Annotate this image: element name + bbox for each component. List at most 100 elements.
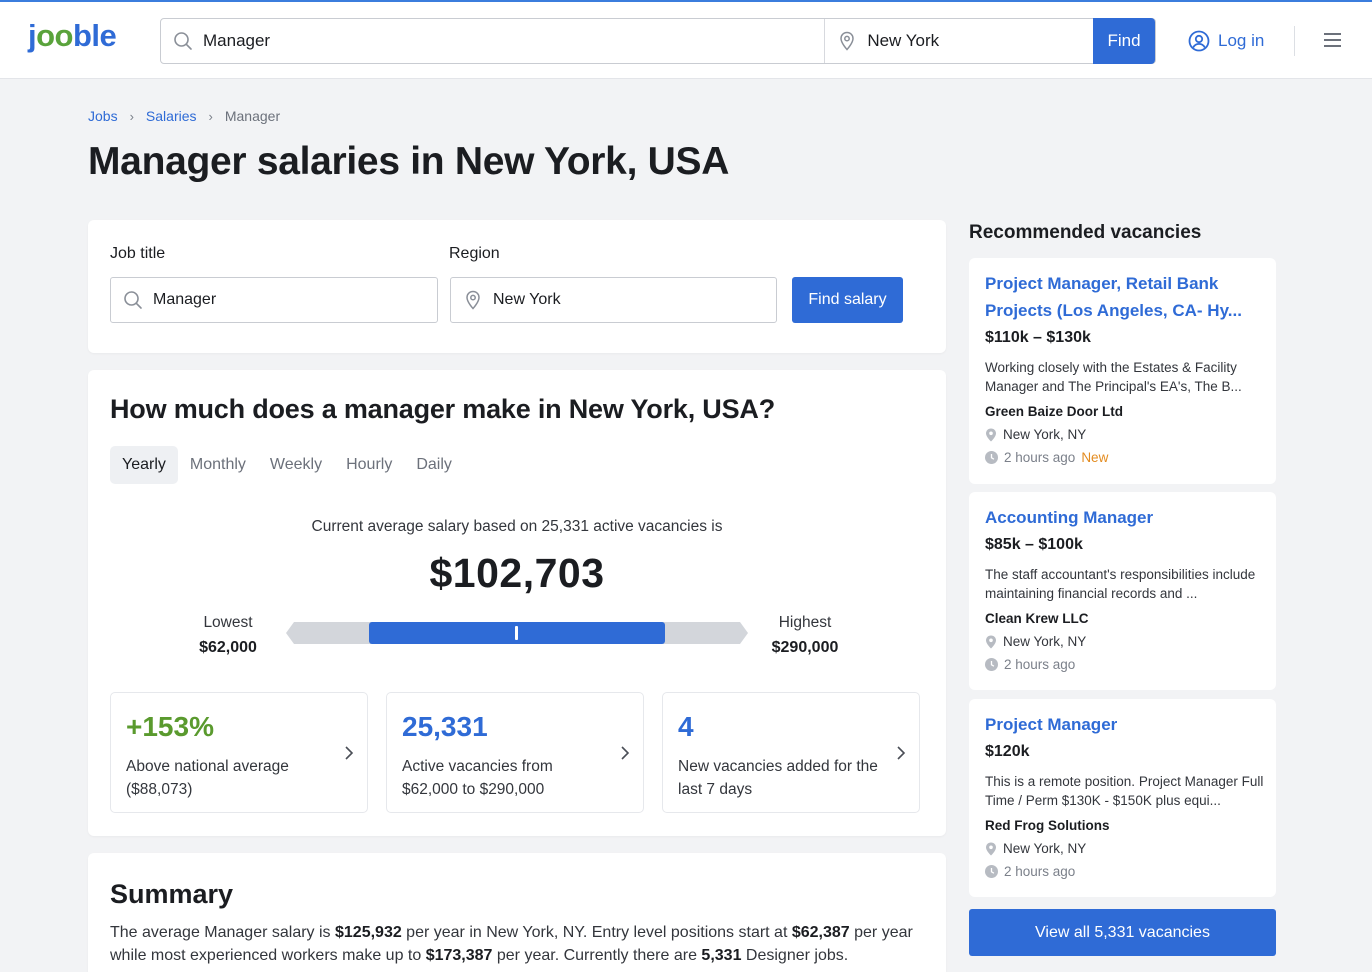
job-title-input[interactable]: Manager <box>110 277 438 323</box>
header-find-button[interactable]: Find <box>1093 18 1155 64</box>
header-search-bar: Manager New York Find <box>160 18 1156 64</box>
vacancy-time: 2 hours ago <box>985 864 1075 879</box>
summary-job-count: 5,331 <box>701 947 742 964</box>
chevron-right-icon <box>621 746 630 760</box>
vacancy-salary: $110k – $130k <box>985 329 1091 346</box>
average-marker <box>515 626 518 640</box>
vacancy-card[interactable]: Accounting Manager $85k – $100k The staf… <box>969 492 1276 690</box>
vacancy-company: Red Frog Solutions <box>985 818 1110 833</box>
location-pin-icon <box>986 842 996 855</box>
location-pin-icon <box>986 635 996 648</box>
vacancy-salary: $120k <box>985 743 1030 760</box>
salary-range-bar <box>286 622 748 644</box>
breadcrumb: Jobs › Salaries › Manager <box>88 108 280 124</box>
vacancy-company: Clean Krew LLC <box>985 611 1089 626</box>
vacancy-desc: Working closely with the Estates & Facil… <box>985 360 1242 394</box>
search-icon <box>124 291 142 309</box>
salary-search-card: Job title Region Manager New York Find s… <box>88 220 946 353</box>
vacancy-title[interactable]: Project Manager <box>985 715 1118 734</box>
vacancy-company: Green Baize Door Ltd <box>985 404 1124 419</box>
stat-active-vacancies[interactable]: 25,331 Active vacancies from $62,000 to … <box>386 692 644 813</box>
find-salary-button[interactable]: Find salary <box>792 277 903 323</box>
job-title-value: Manager <box>153 291 217 308</box>
vacancy-location-text: New York, NY <box>1003 634 1087 649</box>
salary-heading: How much does a manager make in New York… <box>110 394 775 424</box>
breadcrumb-salaries[interactable]: Salaries <box>145 108 197 124</box>
stat-desc: Above national average ($88,073) <box>126 758 289 798</box>
summary-entry-salary: $62,387 <box>791 924 850 941</box>
stat-new-vacancies[interactable]: 4 New vacancies added for the last 7 day… <box>662 692 920 813</box>
page-title: Manager salaries in New York, USA <box>88 140 730 183</box>
header-search-input[interactable]: Manager <box>161 19 826 63</box>
new-badge: New <box>1081 450 1109 465</box>
chevron-right-icon <box>897 746 906 760</box>
summary-part: per year. Currently there are <box>492 947 702 964</box>
hamburger-menu-icon[interactable] <box>1324 32 1342 48</box>
vacancy-location: New York, NY <box>985 841 1086 856</box>
top-header: jooble Manager New York Find Log in <box>0 0 1372 78</box>
vacancy-time: 2 hours ago <box>985 657 1075 672</box>
vacancy-location-text: New York, NY <box>1003 427 1087 442</box>
vacancy-title[interactable]: Accounting Manager <box>985 508 1154 527</box>
vacancy-desc: This is a remote position. Project Manag… <box>985 774 1264 808</box>
vacancy-time: 2 hours ago New <box>985 450 1108 465</box>
header-location-input[interactable]: New York <box>825 19 1093 63</box>
stat-value: +153% <box>126 711 214 742</box>
tab-weekly[interactable]: Weekly <box>269 456 323 473</box>
summary-text: The average Manager salary is $125,932 p… <box>110 921 930 967</box>
job-title-label: Job title <box>110 245 166 262</box>
search-icon <box>174 32 192 50</box>
breadcrumb-jobs[interactable]: Jobs <box>88 108 118 124</box>
breadcrumb-current: Manager <box>224 108 281 124</box>
location-pin-icon <box>840 31 855 51</box>
tab-yearly[interactable]: Yearly <box>110 446 178 484</box>
vacancy-time-text: 2 hours ago <box>1004 657 1076 672</box>
recommended-title: Recommended vacancies <box>969 222 1202 243</box>
summary-part: per year in New York, NY. Entry level po… <box>401 924 792 941</box>
vacancy-card[interactable]: Project Manager, Retail Bank Projects (L… <box>969 258 1276 484</box>
highest-label: Highest <box>778 614 832 631</box>
vacancy-title[interactable]: Project Manager, Retail Bank Projects (L… <box>985 274 1242 320</box>
vacancy-card[interactable]: Project Manager $120k This is a remote p… <box>969 699 1276 897</box>
vacancy-time-text: 2 hours ago <box>1004 450 1076 465</box>
logo-accent: oo <box>36 18 73 53</box>
region-label: Region <box>449 245 500 262</box>
lowest-label: Lowest <box>203 614 253 631</box>
highest-value: $290,000 <box>771 639 839 656</box>
stat-desc: New vacancies added for the last 7 days <box>678 758 878 798</box>
region-input[interactable]: New York <box>450 277 777 323</box>
view-all-vacancies-button[interactable]: View all 5,331 vacancies <box>969 909 1276 956</box>
summary-card: Summary The average Manager salary is $1… <box>88 853 946 972</box>
average-salary: $102,703 <box>429 550 605 596</box>
vacancy-salary: $85k – $100k <box>985 536 1083 553</box>
location-pin-icon <box>986 428 996 441</box>
tab-hourly[interactable]: Hourly <box>346 456 393 473</box>
header-divider <box>1294 26 1295 56</box>
tab-monthly[interactable]: Monthly <box>189 456 246 473</box>
stat-desc: Active vacancies from $62,000 to $290,00… <box>402 758 553 798</box>
chevron-right-icon: › <box>208 108 213 124</box>
stat-national-average[interactable]: +153% Above national average ($88,073) <box>110 692 368 813</box>
vacancy-time-text: 2 hours ago <box>1004 864 1076 879</box>
period-tabs: Yearly Monthly Weekly Hourly Daily <box>110 446 464 484</box>
summary-part: per year while most experienced workers … <box>110 924 913 964</box>
summary-heading: Summary <box>110 879 234 909</box>
stat-value: 4 <box>678 711 694 742</box>
tab-daily[interactable]: Daily <box>416 456 452 473</box>
stat-value: 25,331 <box>402 711 488 742</box>
clock-icon <box>985 865 998 878</box>
summary-part: The average Manager salary is <box>110 924 335 941</box>
location-pin-icon <box>466 290 480 310</box>
summary-avg-salary: $125,932 <box>335 924 402 941</box>
clock-icon <box>985 658 998 671</box>
login-link[interactable]: Log in <box>1188 30 1264 52</box>
jooble-logo[interactable]: jooble <box>28 18 117 54</box>
vacancy-location-text: New York, NY <box>1003 841 1087 856</box>
vacancy-desc: The staff accountant's responsibilities … <box>985 567 1256 601</box>
summary-part: Designer jobs. <box>741 947 849 964</box>
login-label: Log in <box>1218 31 1265 50</box>
clock-icon <box>985 451 998 464</box>
chevron-right-icon <box>345 746 354 760</box>
chevron-right-icon: › <box>129 108 134 124</box>
header-location-value: New York <box>867 31 940 50</box>
